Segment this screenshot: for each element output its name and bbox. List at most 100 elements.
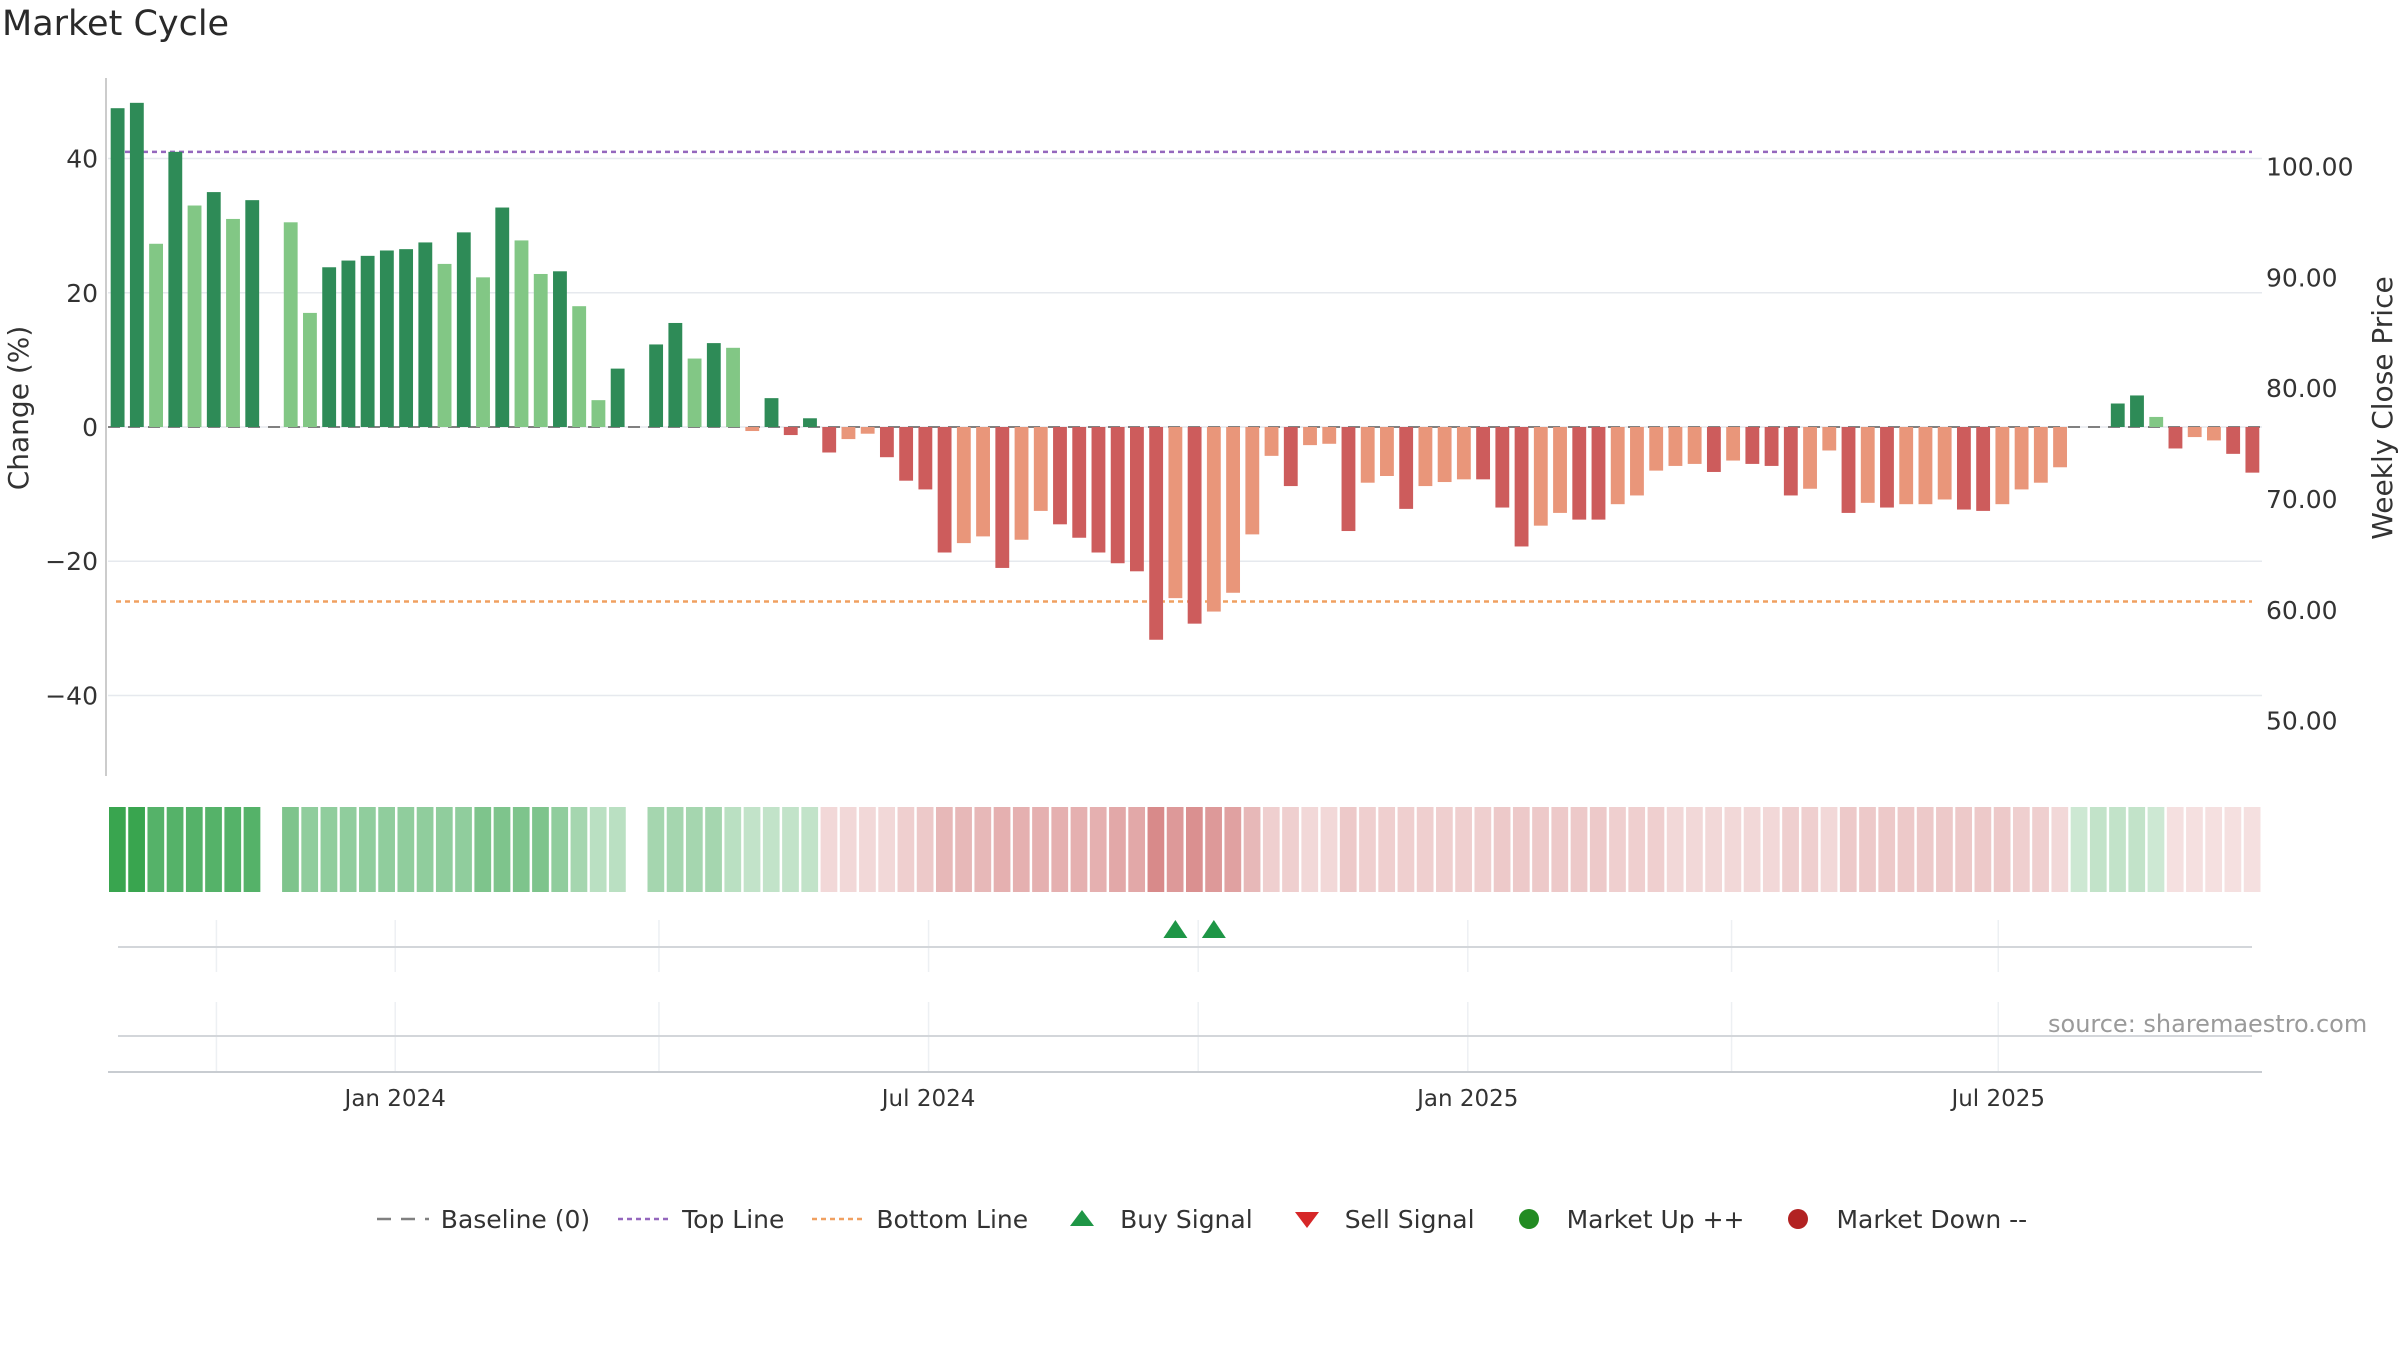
regime-cell <box>820 807 838 892</box>
legend-item[interactable]: Market Up ++ <box>1499 1204 1744 1234</box>
bar <box>2130 395 2144 427</box>
legend-item[interactable]: Market Down -- <box>1768 1204 2027 1234</box>
regime-cell <box>1070 807 1088 892</box>
bar <box>803 418 817 427</box>
bar <box>1745 427 1760 464</box>
regime-cell <box>1205 807 1222 892</box>
regime-cell <box>378 807 395 892</box>
regime-cell <box>1147 807 1165 892</box>
regime-cell <box>2051 807 2069 892</box>
bar <box>1476 427 1491 480</box>
y-tick-label: 20 <box>66 279 98 308</box>
bar <box>2206 427 2221 441</box>
bar <box>1591 427 1606 520</box>
regime-cell <box>2070 807 2088 892</box>
regime-cell <box>551 807 569 892</box>
regime-cell <box>705 807 722 892</box>
regime-cell <box>1436 807 1453 892</box>
legend-item[interactable]: Sell Signal <box>1277 1204 1475 1234</box>
regime-cell <box>301 807 319 892</box>
regime-cell <box>1109 807 1126 892</box>
y2-axis-label: Weekly Close Price <box>2366 276 2399 539</box>
bar <box>687 358 702 427</box>
chart-title: Market Cycle <box>2 4 230 44</box>
regime-cell <box>1301 807 1319 892</box>
x-tick-label: Jan 2025 <box>1415 1086 1518 1112</box>
bar <box>1610 427 1625 505</box>
bar <box>1706 427 1721 472</box>
regime-cell <box>1032 807 1049 892</box>
bar <box>553 271 567 427</box>
bar <box>572 306 587 427</box>
bar <box>226 218 240 427</box>
bar <box>1976 427 1991 511</box>
regime-cell <box>897 807 915 892</box>
bar <box>706 343 721 427</box>
y-tick-label: 0 <box>82 413 98 442</box>
regime-cell <box>2205 807 2223 892</box>
regime-cell <box>1974 807 1992 892</box>
regime-cell <box>1186 807 1203 892</box>
bar <box>1783 427 1798 496</box>
legend-item[interactable]: Top Line <box>614 1204 784 1234</box>
regime-cell <box>2012 807 2030 892</box>
regime-cell <box>2224 807 2242 892</box>
bar <box>129 102 144 427</box>
y-tick-label: 40 <box>66 145 98 174</box>
regime-cell <box>1474 807 1492 892</box>
bar <box>1630 427 1644 496</box>
bar <box>937 427 952 553</box>
bar <box>2245 427 2260 473</box>
y-tick-label: −40 <box>45 681 98 710</box>
regime-cell <box>147 807 165 892</box>
bar <box>1303 427 1317 446</box>
regime-cell <box>166 807 184 892</box>
dash-line-icon <box>373 1204 433 1234</box>
bar <box>514 240 529 427</box>
regime-cell <box>1224 807 1242 892</box>
regime-cell <box>1801 807 1819 892</box>
bar <box>1091 427 1106 553</box>
bar <box>1803 427 1817 489</box>
regime-cell <box>474 807 492 892</box>
regime-cell <box>1339 807 1357 892</box>
regime-cell <box>993 807 1011 892</box>
triangle-down-icon <box>1277 1204 1337 1234</box>
regime-cell <box>724 807 742 892</box>
regime-cell <box>2243 807 2261 892</box>
regime-cell <box>2109 807 2126 892</box>
y2-tick-label: 80.00 <box>2266 374 2338 403</box>
x-axis: Jan 2024 Jul 2024 Jan 2025 Jul 2025 <box>108 1071 2262 1112</box>
bar <box>341 260 356 427</box>
bar <box>1687 427 1702 464</box>
bar <box>2033 427 2048 483</box>
bar <box>1841 427 1856 513</box>
regime-cell <box>878 807 896 892</box>
bar <box>1899 427 1914 505</box>
legend-label: Buy Signal <box>1120 1204 1253 1234</box>
bar <box>2149 416 2164 427</box>
regime-cell <box>532 807 549 892</box>
regime-cell <box>1416 807 1434 892</box>
bar <box>1206 427 1221 612</box>
bar <box>1418 427 1433 487</box>
bar <box>1168 427 1183 599</box>
regime-cell <box>1897 807 1915 892</box>
bar <box>1668 427 1683 466</box>
bar <box>1937 427 1952 500</box>
bar <box>1495 427 1510 508</box>
bar <box>533 273 548 427</box>
legend-item[interactable]: Baseline (0) <box>373 1204 590 1234</box>
legend-item[interactable]: Buy Signal <box>1052 1204 1253 1234</box>
y2-tick-label: 60.00 <box>2266 596 2338 625</box>
bar <box>418 242 433 427</box>
regime-cell <box>1455 807 1472 892</box>
legend-item[interactable]: Bottom Line <box>808 1204 1028 1234</box>
regime-cell <box>1012 807 1030 892</box>
green-dot-icon <box>1499 1204 1559 1234</box>
bar <box>956 427 971 544</box>
buy-signal-icon <box>1201 920 1226 938</box>
regime-cell <box>762 807 780 892</box>
bar <box>2168 427 2183 449</box>
bar <box>1880 427 1894 508</box>
